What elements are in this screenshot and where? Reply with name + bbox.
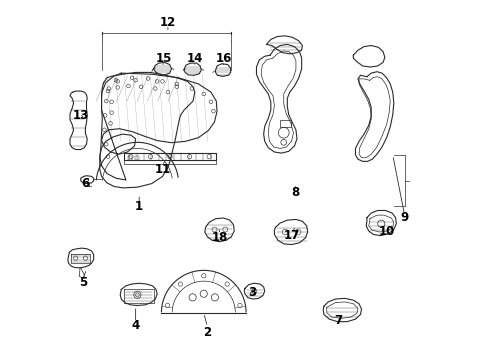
Bar	[124, 160, 216, 164]
Text: 9: 9	[400, 211, 409, 224]
Text: 10: 10	[379, 225, 395, 238]
Text: 3: 3	[248, 287, 256, 300]
Text: 2: 2	[203, 326, 211, 339]
Text: 8: 8	[291, 186, 299, 199]
Text: 12: 12	[160, 16, 176, 29]
Text: 4: 4	[131, 319, 140, 332]
Bar	[128, 156, 132, 159]
Text: 15: 15	[156, 51, 172, 64]
Bar	[280, 120, 291, 127]
Text: 14: 14	[187, 51, 203, 64]
Bar	[124, 153, 216, 160]
Text: 7: 7	[334, 314, 343, 327]
Text: 16: 16	[215, 51, 232, 64]
Text: 11: 11	[154, 163, 171, 176]
Text: 17: 17	[284, 229, 300, 242]
Text: 18: 18	[212, 231, 228, 244]
Text: 5: 5	[79, 276, 87, 289]
Text: 1: 1	[135, 201, 143, 213]
Text: 13: 13	[73, 109, 89, 122]
Bar	[135, 156, 139, 159]
Text: 6: 6	[81, 177, 90, 190]
